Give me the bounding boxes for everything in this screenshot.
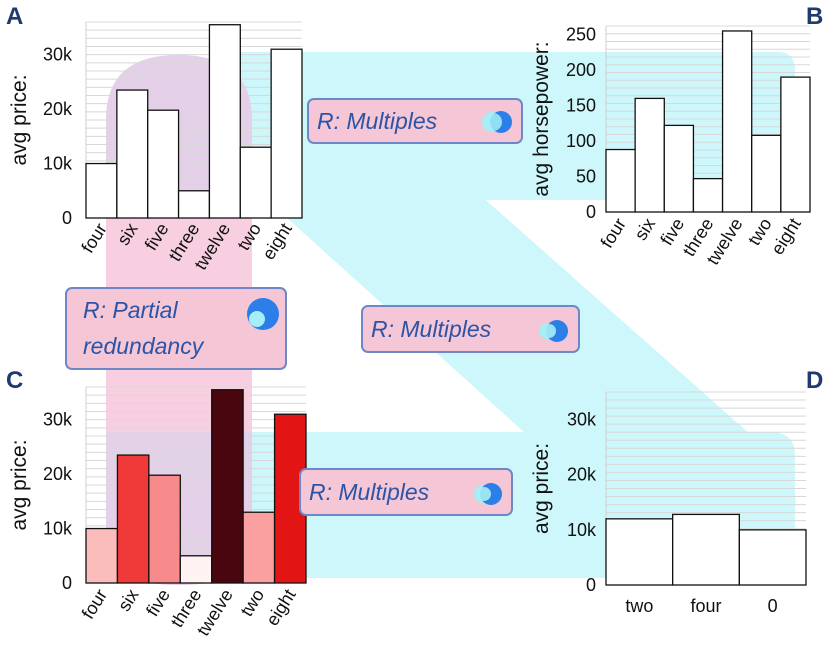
y-tick-label: 50 xyxy=(576,167,596,187)
category-label-four: four xyxy=(597,215,630,252)
y-tick-label: 30k xyxy=(567,410,597,430)
relation-label-line1: R: Partial xyxy=(83,297,178,323)
venn-icon xyxy=(482,111,512,133)
y-tick-label: 100 xyxy=(566,131,596,151)
y-tick-label: 10k xyxy=(567,520,597,540)
panel-letter-d: D xyxy=(806,367,823,394)
category-label-four: four xyxy=(78,586,111,623)
bar-three xyxy=(177,190,211,219)
bar-three xyxy=(692,177,724,213)
y-tick-label: 0 xyxy=(62,573,72,593)
y-tick-label: 10k xyxy=(43,519,73,539)
category-label-six: six xyxy=(114,586,143,615)
panel-letter-a: A xyxy=(6,3,23,30)
panel-letter-c: C xyxy=(6,367,23,394)
bar-eight xyxy=(270,48,303,219)
chart-d: 0 10k 20k 30k avg price: two four 0 xyxy=(530,391,807,616)
panel-letter-b: B xyxy=(806,3,823,30)
bar-two xyxy=(239,146,272,219)
category-label-two: two xyxy=(625,596,653,616)
relation-box-a-d[interactable]: R: Multiples xyxy=(361,305,580,353)
category-label-0: 0 xyxy=(768,596,778,616)
relation-label: R: Multiples xyxy=(309,479,430,505)
bar-six xyxy=(634,97,665,213)
y-tick-label: 20k xyxy=(567,465,597,485)
venn-icon xyxy=(539,320,568,342)
bar-five xyxy=(147,109,180,219)
y-tick-label: 250 xyxy=(566,25,596,45)
bar-five xyxy=(663,124,695,213)
y-tick-label: 10k xyxy=(43,154,73,174)
bar-four xyxy=(672,513,740,586)
y-tick-label: 0 xyxy=(62,208,72,228)
bar-two xyxy=(605,518,674,586)
category-label-eight: eight xyxy=(258,220,296,264)
relation-box-a-b[interactable]: R: Multiples xyxy=(307,98,523,144)
category-label-eight: eight xyxy=(767,215,805,259)
y-tick-label: 30k xyxy=(43,410,73,430)
venn-icon xyxy=(474,483,502,505)
bar-two xyxy=(751,134,782,213)
bar-twelve xyxy=(721,30,753,213)
category-label-six: six xyxy=(630,215,659,244)
relation-label-line2: redundancy xyxy=(83,333,204,359)
bar-five xyxy=(148,474,181,584)
bar-twelve xyxy=(208,24,241,219)
category-label-four: four xyxy=(690,596,721,616)
y-tick-label: 0 xyxy=(586,575,596,595)
category-label-four: four xyxy=(77,220,110,257)
bar-four xyxy=(85,527,119,584)
bar-0 xyxy=(738,529,807,586)
bar-two xyxy=(242,511,276,584)
relation-box-a-c[interactable]: R: Partial redundancy xyxy=(65,287,287,370)
y-tick-label: 30k xyxy=(43,45,73,65)
relation-label: R: Multiples xyxy=(371,316,492,342)
y-tick-label: 150 xyxy=(566,96,596,116)
y-tick-label: 200 xyxy=(566,60,596,80)
relation-label: R: Multiples xyxy=(317,108,438,134)
y-tick-label: 20k xyxy=(43,464,73,484)
bar-four xyxy=(605,148,636,213)
y-axis-title: avg horsepower: xyxy=(530,41,553,196)
bar-twelve xyxy=(211,389,244,584)
bar-four xyxy=(85,162,118,219)
y-axis-title: avg price: xyxy=(530,443,553,534)
y-tick-label: 0 xyxy=(586,202,596,222)
venn-icon xyxy=(247,298,279,330)
y-axis-title: avg price: xyxy=(8,74,31,165)
bar-three xyxy=(179,555,213,584)
relation-box-c-d[interactable]: R: Multiples xyxy=(299,468,513,516)
y-tick-label: 20k xyxy=(43,99,73,119)
y-axis-title: avg price: xyxy=(8,439,31,530)
category-label-eight: eight xyxy=(262,586,300,630)
bar-six xyxy=(116,454,150,584)
bar-eight xyxy=(780,76,811,213)
bar-six xyxy=(116,89,149,219)
